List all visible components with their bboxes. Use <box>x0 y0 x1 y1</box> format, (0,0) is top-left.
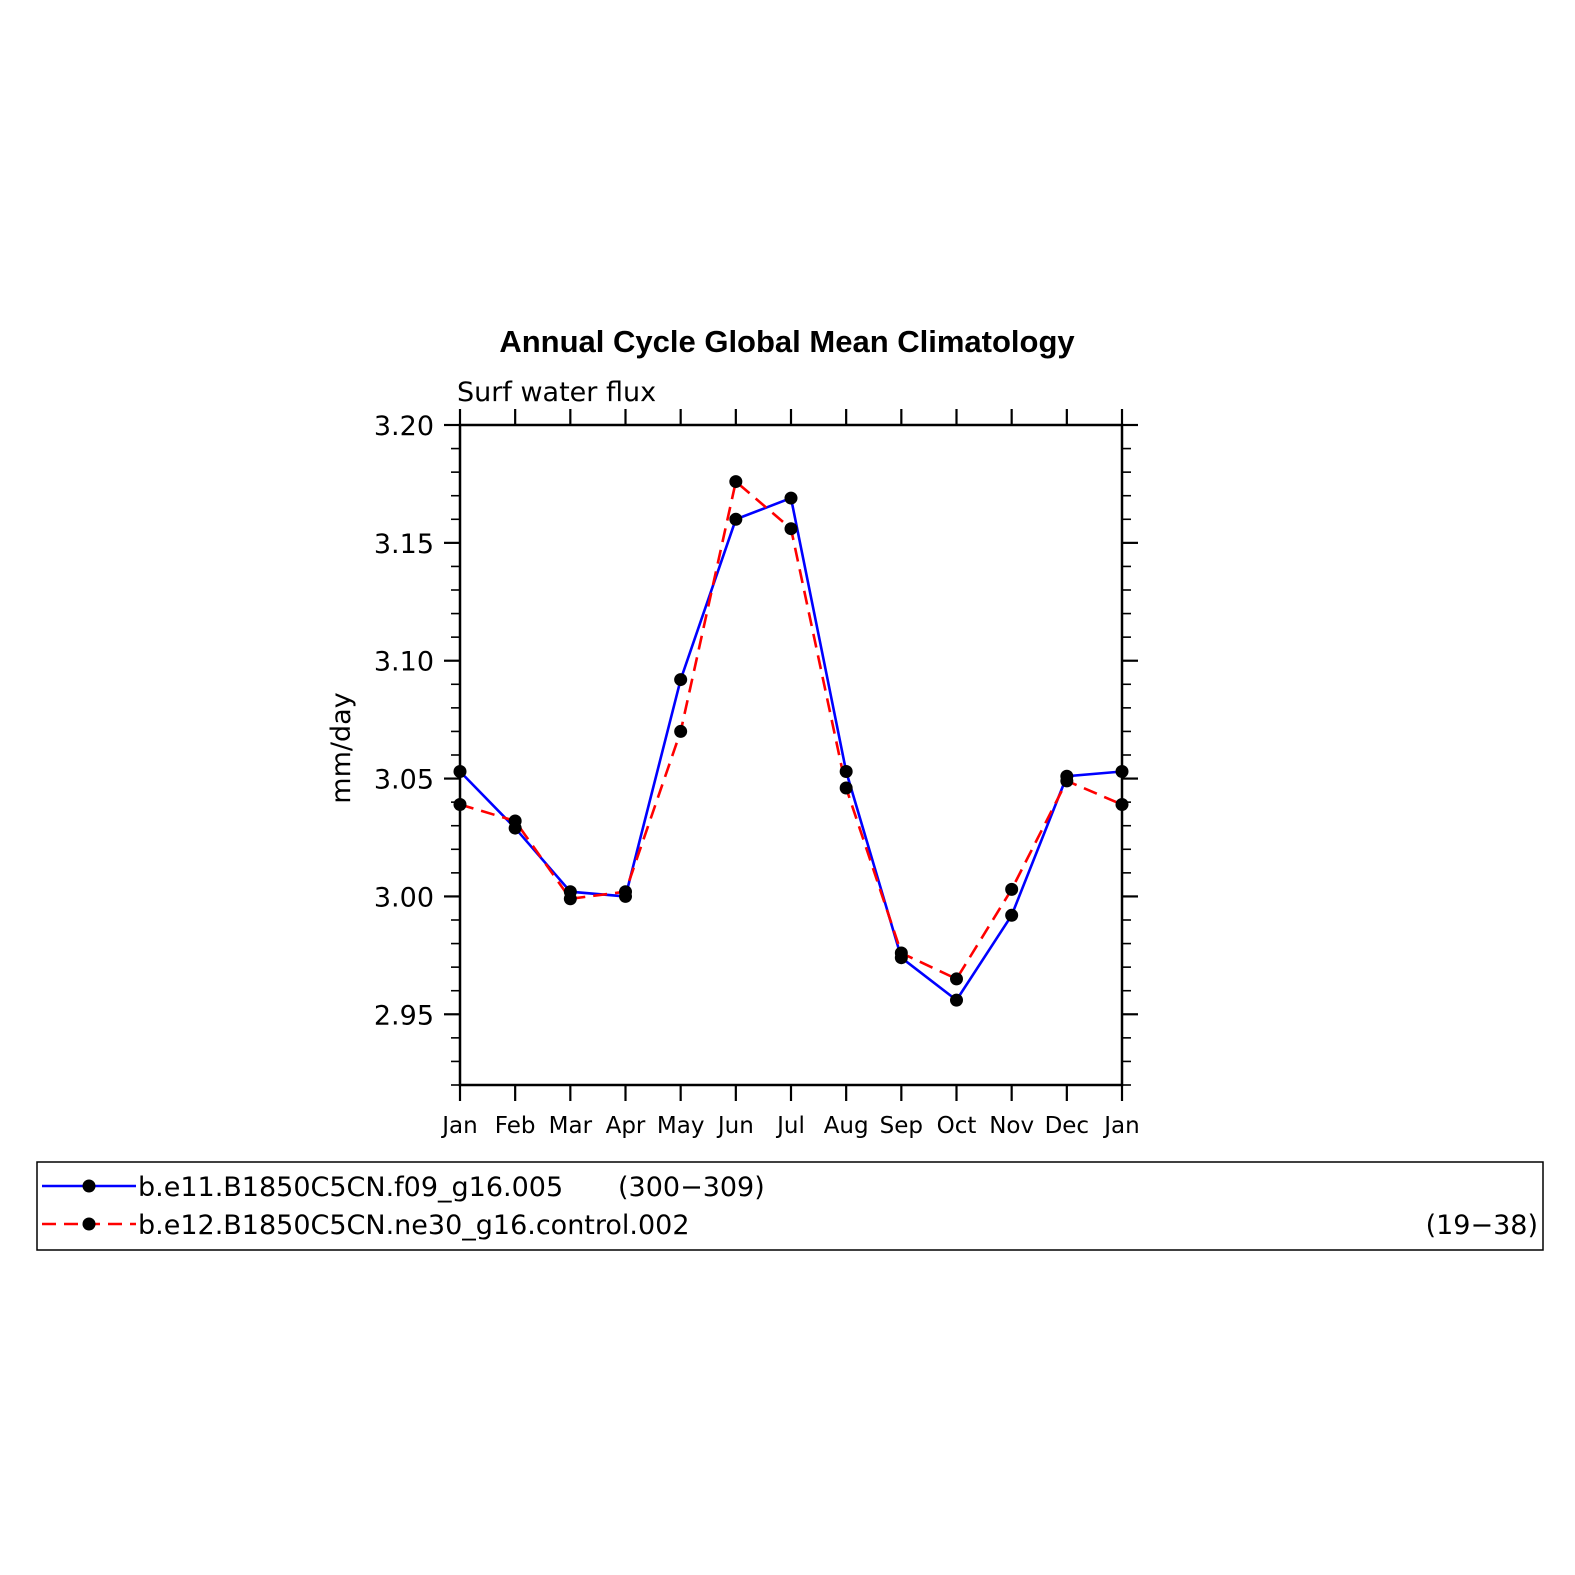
y-tick-label: 2.95 <box>374 1000 434 1031</box>
data-point-series-1 <box>950 993 963 1007</box>
data-point-series-1 <box>729 512 743 526</box>
data-point-series-2 <box>674 724 688 738</box>
legend: b.e11.B1850C5CN.f09_g16.005 b.e12.B1850C5… <box>36 1161 1544 1251</box>
data-point-series-2 <box>839 781 853 795</box>
data-point-series-2 <box>1060 774 1074 788</box>
series-group <box>453 475 1129 1007</box>
data-point-series-1 <box>674 673 688 687</box>
y-axis-label: mm/day <box>326 692 357 803</box>
chart-subtitle: Surf water flux <box>457 377 656 408</box>
data-point-series-2 <box>619 885 632 899</box>
chart-title: Annual Cycle Global Mean Climatology <box>499 324 1075 359</box>
x-tick-label: Jun <box>716 1113 754 1139</box>
y-tick-label: 3.05 <box>374 765 434 796</box>
x-tick-label: May <box>657 1113 705 1139</box>
data-point-series-2 <box>729 475 743 489</box>
data-point-series-1 <box>1115 765 1129 778</box>
data-point-series-1 <box>1005 908 1019 922</box>
data-point-series-2 <box>894 946 908 960</box>
data-point-series-2 <box>508 814 522 828</box>
x-tick-label: Jan <box>1102 1113 1139 1139</box>
x-tick-label: Feb <box>495 1113 536 1139</box>
x-tick-label: Aug <box>824 1113 869 1139</box>
data-point-series-2 <box>950 972 963 986</box>
data-point-series-1 <box>784 491 798 505</box>
data-point-series-1 <box>839 765 853 778</box>
x-tick-label: Nov <box>989 1113 1034 1139</box>
legend-label-1: b.e11.B1850C5CN.f09_g16.005 <box>138 1172 563 1203</box>
data-point-series-2 <box>563 892 577 906</box>
legend-years-1: (300−309) <box>618 1172 765 1203</box>
y-tick-label: 3.20 <box>374 411 434 442</box>
x-tick-label: Jul <box>775 1113 805 1139</box>
legend-label-2: b.e12.B1850C5CN.ne30_g16.control.002 <box>138 1210 690 1241</box>
x-tick-label: Apr <box>606 1113 646 1139</box>
x-tick-label: Oct <box>937 1113 977 1139</box>
x-axis-ticks: Jan Feb Mar Apr May Jun Jul Aug Sep Oct Nov Dec Jan <box>440 409 1140 1139</box>
series-line-2 <box>459 479 1123 981</box>
x-tick-label: Jan <box>440 1113 477 1139</box>
legend-box <box>36 1161 1544 1251</box>
data-point-series-1 <box>453 765 467 778</box>
data-point-series-2 <box>1005 882 1019 896</box>
data-point-series-2 <box>453 798 467 811</box>
x-tick-label: Mar <box>549 1113 593 1139</box>
y-axis-ticks: 3.20 3.15 3.10 3.05 3.00 2.95 <box>374 411 1138 1086</box>
y-tick-label: 3.00 <box>374 882 434 913</box>
legend-marker-2 <box>82 1217 96 1231</box>
x-tick-label: Dec <box>1045 1113 1090 1139</box>
y-tick-label: 3.15 <box>374 529 434 560</box>
data-point-series-2 <box>1115 798 1129 811</box>
x-tick-label: Sep <box>880 1113 923 1139</box>
legend-years-2: (19−38) <box>1426 1210 1538 1241</box>
data-point-series-2 <box>784 522 798 536</box>
y-tick-label: 3.10 <box>374 647 434 678</box>
series-line-1 <box>459 496 1123 1003</box>
legend-marker-1 <box>82 1179 96 1193</box>
